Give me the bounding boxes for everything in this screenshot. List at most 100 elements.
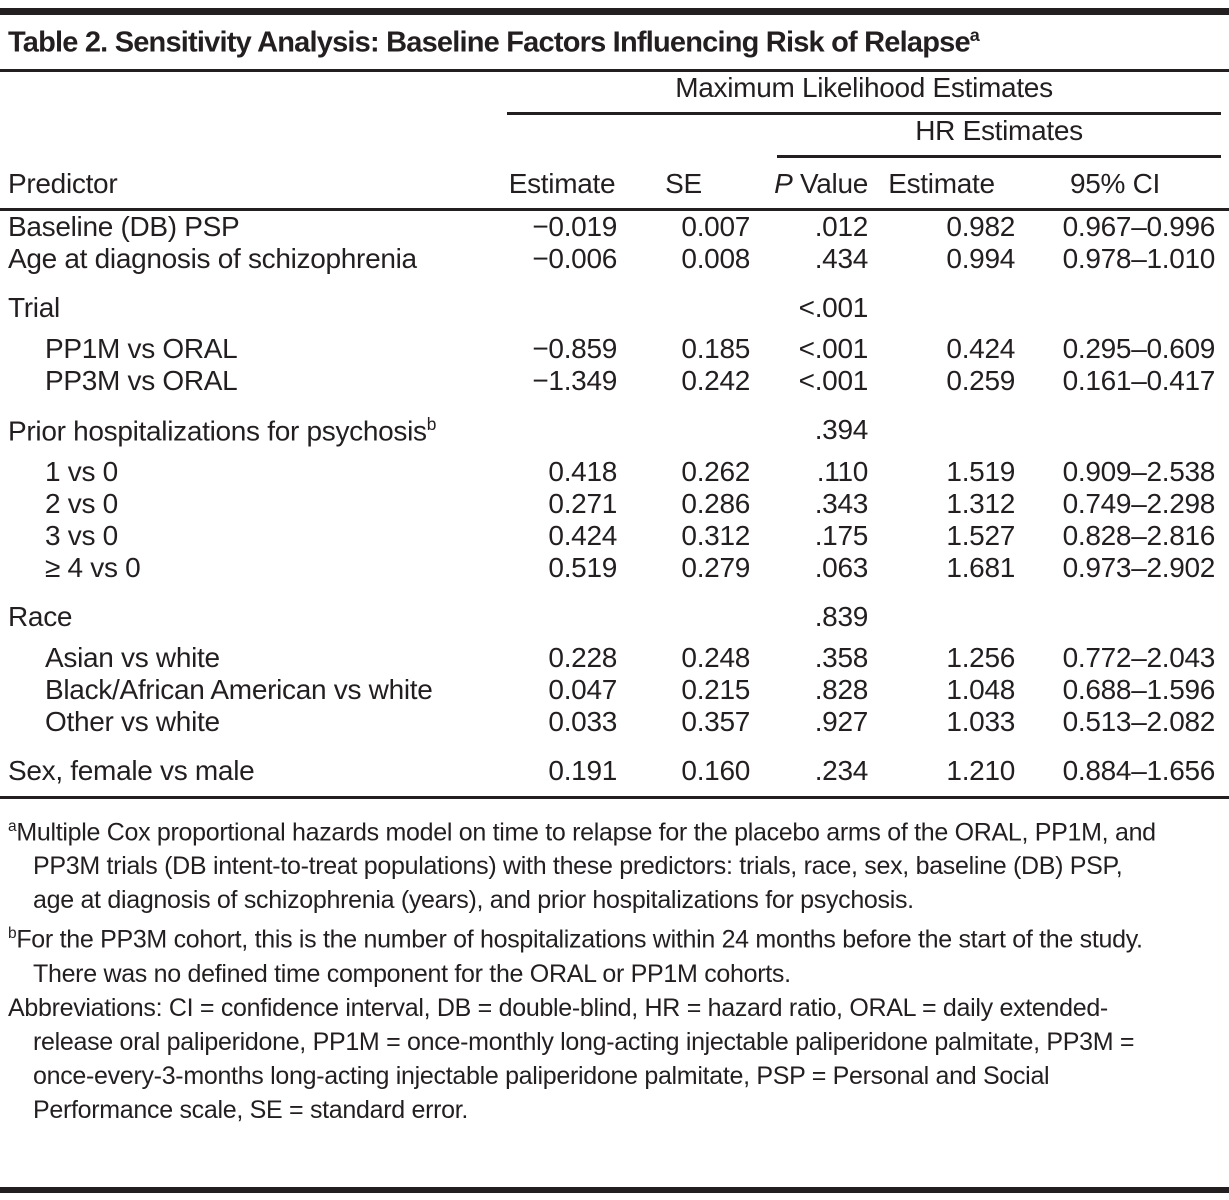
- se-column-header: SE: [617, 157, 750, 211]
- estimate-cell: 0.424: [548, 519, 617, 551]
- hr-estimate-cell: [868, 397, 1015, 456]
- predictor-label: Black/African American vs white: [45, 673, 433, 705]
- estimate-cell: −1.349: [532, 364, 617, 396]
- hr-estimate-cell: 0.994: [946, 242, 1015, 274]
- predictor-label: 1 vs 0: [45, 455, 118, 487]
- se-cell: 0.008: [681, 242, 750, 274]
- table-row: Black/African American vs white 0.047 0.21…: [0, 674, 1229, 706]
- p-value-cell: .434: [814, 242, 869, 274]
- hr-estimate-cell: 1.527: [946, 519, 1015, 551]
- table-row-group: Sex, female vs male 0.191 0.160.234 1.210 0.…: [0, 737, 1229, 799]
- estimate-cell: −0.019: [532, 210, 617, 242]
- estimate-cell: 0.191: [507, 737, 617, 799]
- p-value-cell: .343: [814, 487, 869, 519]
- table-row: Other vs white 0.033 0.357 .927 1.033 0.513–2…: [0, 706, 1229, 738]
- p-value-rest: Value: [792, 167, 868, 199]
- table-row: PP3M vs ORAL −1.349 0.242 <.001 0.259 0.161–0…: [0, 365, 1229, 397]
- table-title-footnote-marker: a: [969, 25, 980, 45]
- predictor-label: Asian vs white: [45, 641, 220, 673]
- se-cell: [617, 397, 750, 456]
- hr-estimate-cell: 1.210: [868, 737, 1015, 799]
- sensitivity-table: Maximum Likelihood Estimates HR Estimate…: [0, 72, 1229, 799]
- spanner-row-mle: Maximum Likelihood Estimates: [0, 72, 1229, 115]
- se-cell: 0.007: [681, 210, 750, 242]
- top-rule: [0, 8, 1229, 15]
- p-value-cell: <.001: [798, 291, 869, 323]
- ci-cell: 0.884–1.656: [1015, 737, 1229, 799]
- estimate-cell: 0.271: [548, 487, 617, 519]
- predictor-cell: Sex, female vs male: [0, 737, 507, 799]
- se-cell: [617, 584, 750, 642]
- estimate-cell: [507, 275, 617, 333]
- estimate-cell: −0.006: [532, 242, 617, 274]
- table-title-text: Table 2. Sensitivity Analysis: Baseline …: [8, 26, 971, 59]
- ci-column-header: 95% CI: [1015, 157, 1229, 211]
- p-value-cell: <.001: [798, 332, 869, 364]
- ci-cell: [1015, 584, 1229, 642]
- spanner-spacer: [0, 72, 507, 115]
- mle-spanner-cell: Maximum Likelihood Estimates: [507, 72, 1229, 115]
- p-value-cell: .234: [750, 737, 868, 799]
- table-row-group: Race .839: [0, 584, 1229, 642]
- p-value-cell: .063: [814, 551, 869, 583]
- se-cell: 0.242: [681, 364, 750, 396]
- hr-spanner-cell: HR Estimates: [750, 115, 1229, 158]
- se-cell: 0.357: [681, 705, 750, 737]
- predictor-cell: Age at diagnosis of schizophrenia: [0, 243, 507, 275]
- table-row: ≥ 4 vs 0 0.519 0.279 .063 1.681 0.973–2.902: [0, 552, 1229, 584]
- hr-estimate-cell: 1.312: [946, 487, 1015, 519]
- predictor-cell: Other vs white: [0, 706, 507, 738]
- se-cell: 0.215: [681, 673, 750, 705]
- ci-cell: 0.978–1.010: [1062, 242, 1216, 274]
- predictor-cell: PP1M vs ORAL: [0, 333, 507, 365]
- predictor-cell: Baseline (DB) PSP: [0, 209, 507, 243]
- spanner-row-hr: HR Estimates: [0, 115, 1229, 158]
- predictor-label: Race: [8, 600, 73, 632]
- predictor-label: PP1M vs ORAL: [45, 332, 238, 364]
- title-rule: [0, 68, 1229, 72]
- predictor-label: Other vs white: [45, 705, 220, 737]
- predictor-cell: 3 vs 0: [0, 520, 507, 552]
- estimate-column-header: Estimate: [507, 157, 617, 211]
- p-value-cell: .828: [814, 673, 869, 705]
- estimate-cell: 0.418: [548, 455, 617, 487]
- table-row-group: Prior hospitalizations for psychosisb .39…: [0, 397, 1229, 456]
- table-row: 1 vs 0 0.418 0.262 .110 1.519 0.909–2.538: [0, 456, 1229, 488]
- p-value-italic-p: P: [774, 167, 793, 199]
- footnote-marker: a: [8, 817, 17, 835]
- table-row-group: Trial <.001: [0, 275, 1229, 333]
- se-cell: 0.286: [681, 487, 750, 519]
- predictor-cell: PP3M vs ORAL: [0, 365, 507, 397]
- ci-cell: 0.161–0.417: [1062, 364, 1216, 396]
- footnote-b: bFor the PP3M cohort, this is the number…: [8, 925, 1143, 988]
- hr-estimate-cell: [868, 584, 1015, 642]
- table-row: Asian vs white 0.228 0.248 .358 1.256 0.772–2…: [0, 642, 1229, 674]
- table-body: Baseline (DB) PSP −0.019 0.007.012 0.982 0.9…: [0, 209, 1229, 799]
- se-cell: 0.262: [681, 455, 750, 487]
- p-value-column-header: P Value: [750, 157, 868, 211]
- predictor-label: ≥ 4 vs 0: [45, 551, 141, 583]
- table-row: Age at diagnosis of schizophrenia −0.006 0…: [0, 243, 1229, 275]
- hr-estimate-cell: 0.259: [946, 364, 1015, 396]
- se-cell: 0.279: [681, 551, 750, 583]
- predictor-footnote-marker: b: [426, 413, 437, 434]
- hr-spanner-label: HR Estimates: [777, 115, 1222, 158]
- ci-cell: 0.772–2.043: [1062, 641, 1216, 673]
- table-row: 3 vs 0 0.424 0.312 .175 1.527 0.828–2.816: [0, 520, 1229, 552]
- p-value-cell: .012: [814, 210, 869, 242]
- table-title: Table 2. Sensitivity Analysis: Baseline …: [0, 15, 1229, 69]
- predictor-label: Trial: [8, 291, 60, 323]
- se-cell: 0.160: [617, 737, 750, 799]
- predictor-label: Prior hospitalizations for psychosis: [8, 414, 427, 446]
- footnote-abbreviations: Abbreviations: CI = confidence interval,…: [8, 993, 1135, 1124]
- hr-spanner-spacer: [0, 115, 750, 158]
- ci-cell: 0.909–2.538: [1062, 455, 1216, 487]
- footnote-a: aMultiple Cox proportional hazards model…: [8, 817, 1156, 915]
- bottom-rule: [0, 1187, 1229, 1193]
- footnote-marker: b: [8, 925, 17, 943]
- ci-cell: [1015, 397, 1229, 456]
- predictor-label: Sex, female vs male: [8, 754, 255, 786]
- predictor-cell: Trial: [0, 275, 507, 333]
- se-cell: 0.248: [681, 641, 750, 673]
